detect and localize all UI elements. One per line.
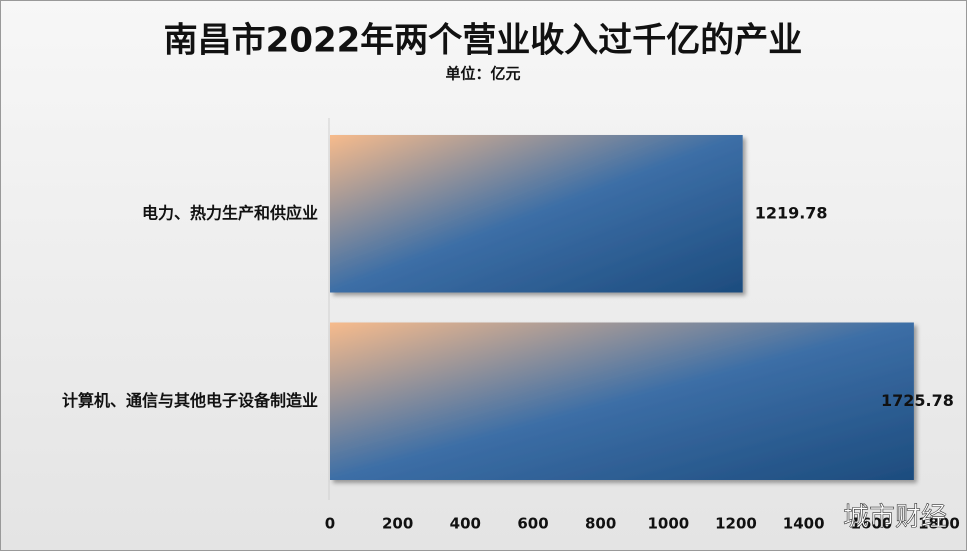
x-tick-label: 0 <box>325 515 335 533</box>
watermark: 城市财经 <box>843 503 947 533</box>
x-tick-label: 200 <box>382 515 413 533</box>
bar <box>330 322 914 480</box>
x-tick-label: 1400 <box>783 515 825 533</box>
chart-title: 南昌市2022年两个营业收入过千亿的产业 <box>164 21 803 61</box>
x-tick-label: 800 <box>585 515 616 533</box>
y-tick-label: 计算机、通信与其他电子设备制造业 <box>62 391 318 410</box>
x-tick-label: 1600 <box>850 515 892 533</box>
bar <box>330 135 743 293</box>
y-tick-label: 电力、热力生产和供应业 <box>142 203 318 222</box>
x-tick-label: 1800 <box>918 515 960 533</box>
data-label: 1725.78 <box>881 391 954 410</box>
data-label: 1219.78 <box>755 203 828 222</box>
x-tick-label: 400 <box>450 515 481 533</box>
x-tick-label: 1000 <box>647 515 689 533</box>
x-tick-label: 1200 <box>715 515 757 533</box>
x-tick-label: 600 <box>517 515 548 533</box>
chart-subtitle: 单位：亿元 <box>445 65 520 83</box>
